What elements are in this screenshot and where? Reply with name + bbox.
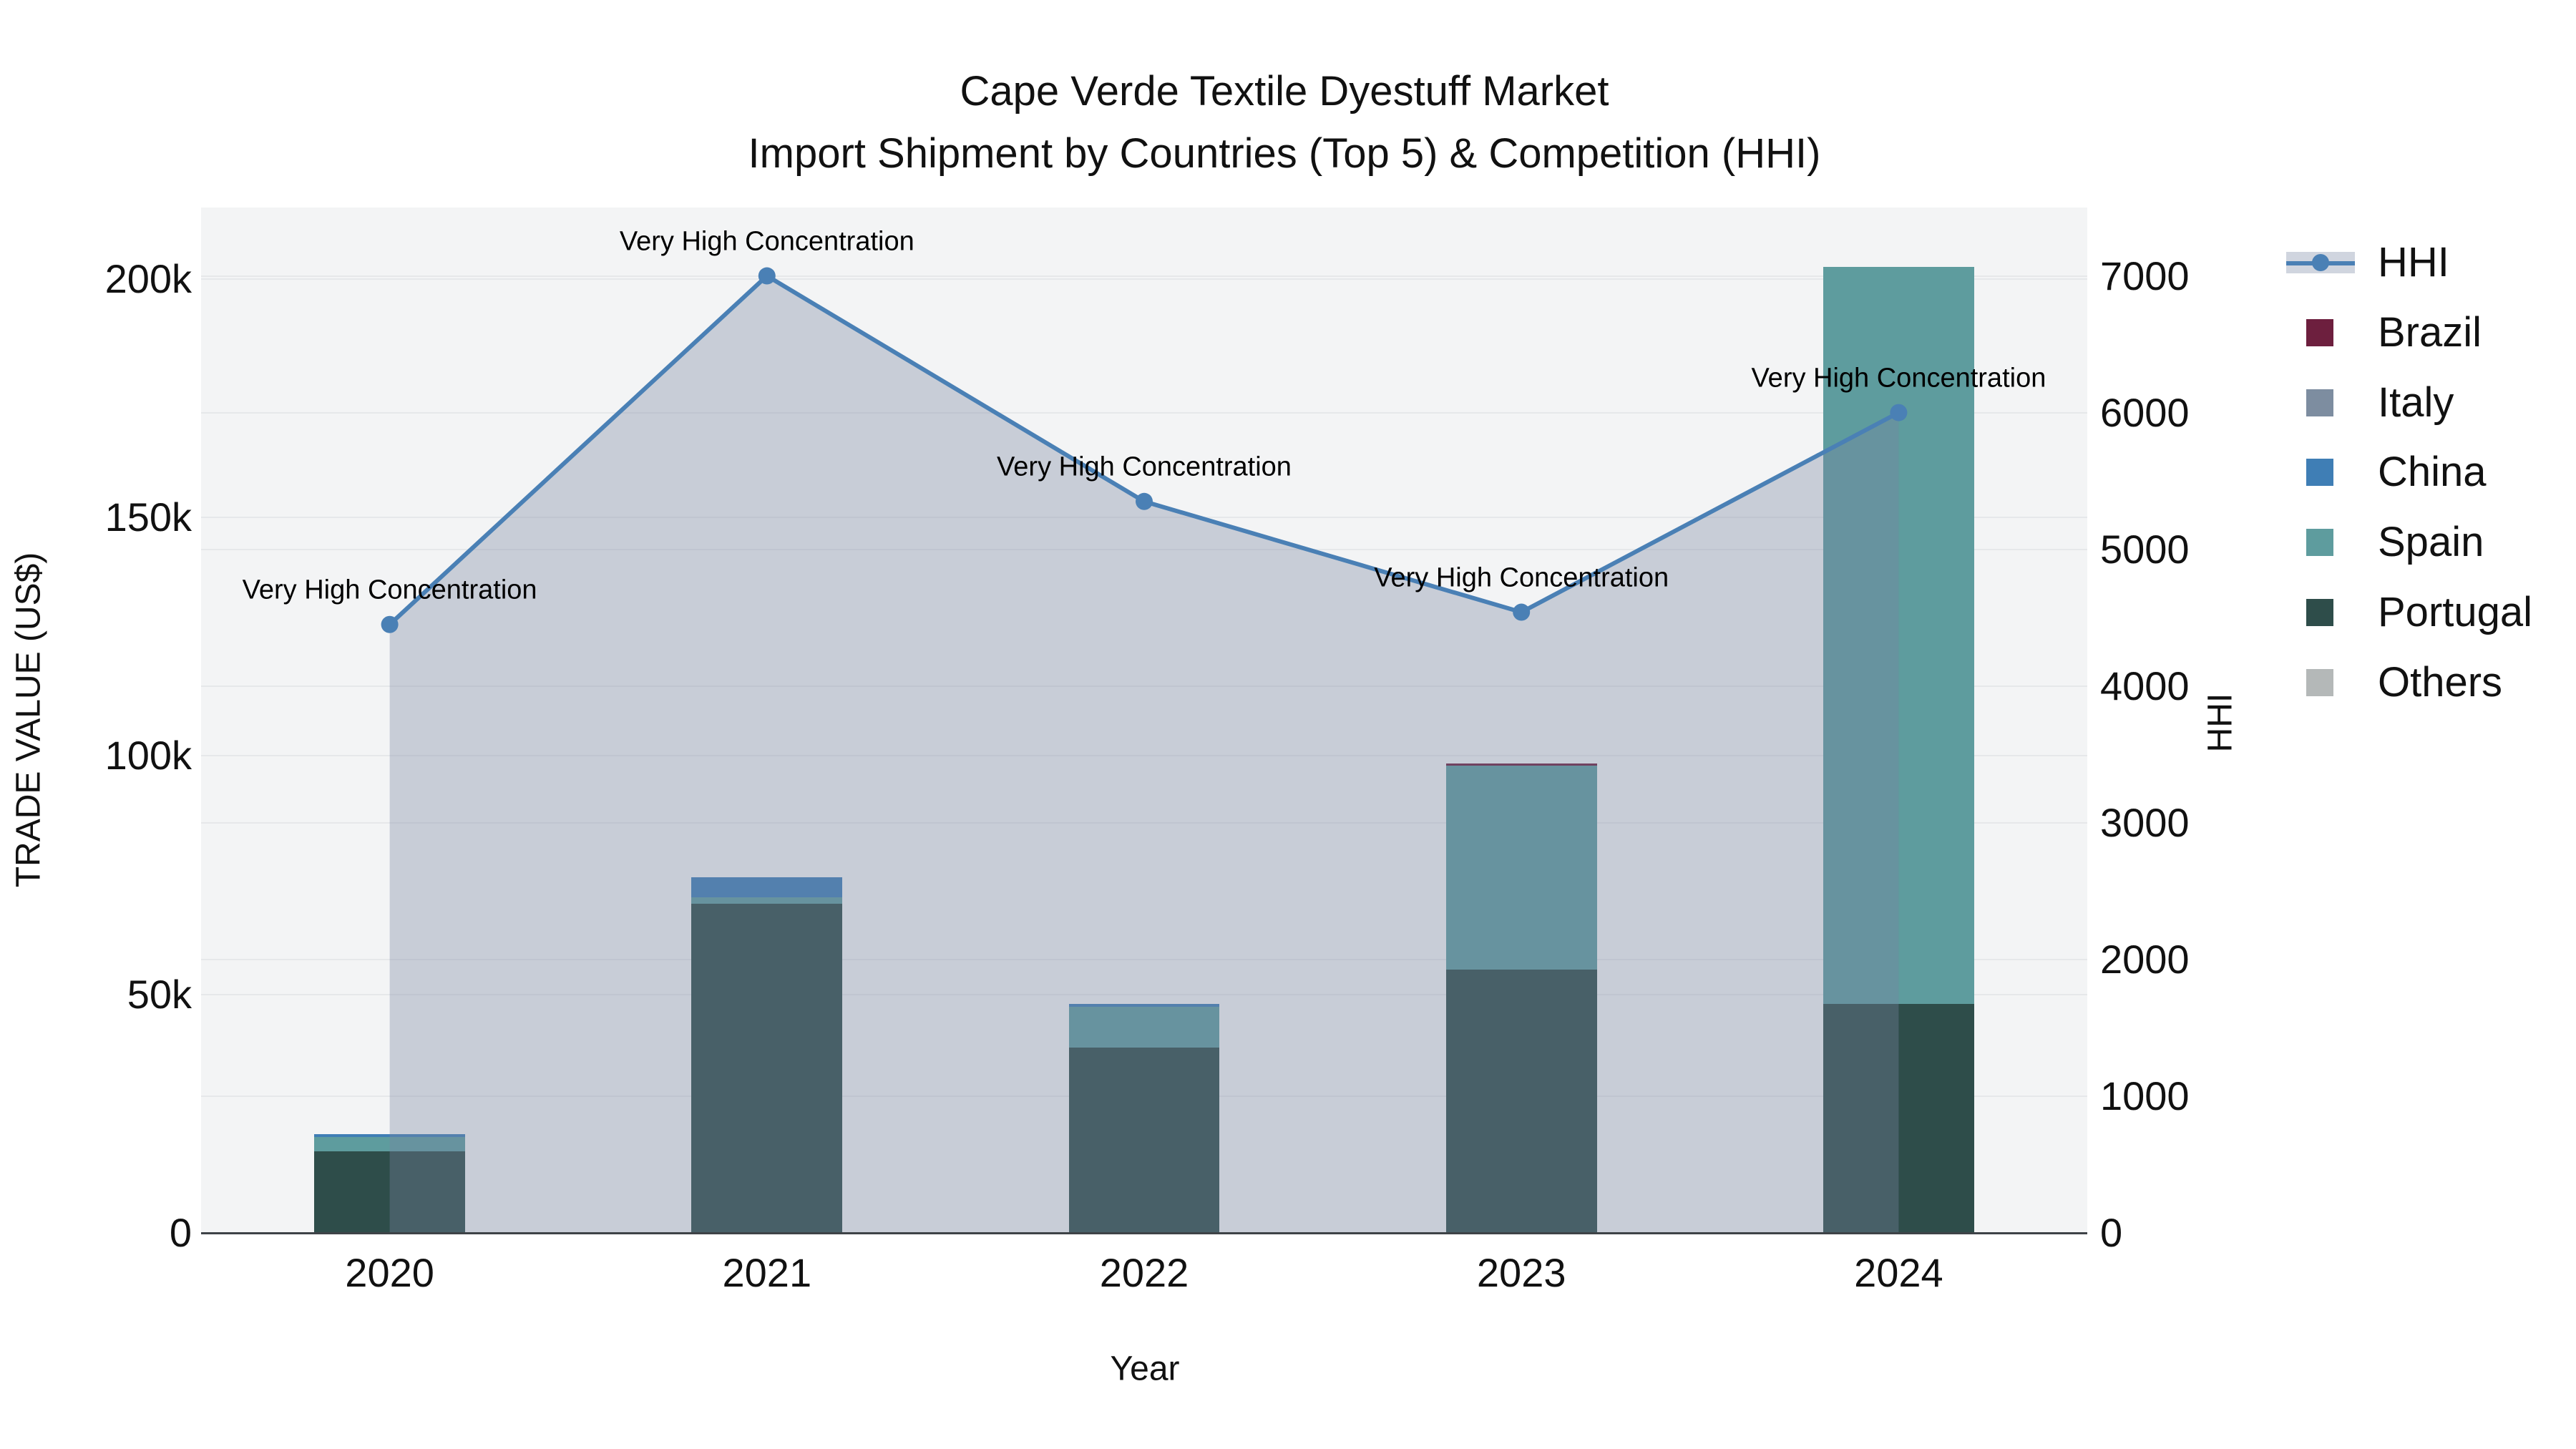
hhi-annotation-2020: Very High Concentration [242, 575, 537, 605]
y-right-tick-0: 0 [2100, 1210, 2123, 1255]
y-right-tick-2000: 2000 [2100, 936, 2190, 982]
gridline-right-6000 [201, 411, 2087, 414]
hhi-annotation-2023: Very High Concentration [1374, 562, 1669, 593]
legend-color-swatch-portugal [2306, 599, 2333, 626]
legend-item-brazil[interactable]: Brazil [2286, 311, 2482, 354]
legend-item-spain[interactable]: Spain [2286, 521, 2484, 564]
legend-swatch-box [2286, 459, 2365, 487]
legend-label-china: China [2378, 449, 2487, 496]
gridline-right-7000 [201, 275, 2087, 277]
x-tick-2022: 2022 [1099, 1250, 1189, 1295]
legend-item-china[interactable]: China [2286, 451, 2487, 494]
y-right-tick-3000: 3000 [2100, 799, 2190, 845]
y-right-tick-5000: 5000 [2100, 526, 2190, 572]
bar-2021-portugal[interactable] [691, 904, 843, 1233]
gridline-right-2000 [201, 958, 2087, 960]
legend-item-portugal[interactable]: Portugal [2286, 591, 2532, 634]
x-axis-line [201, 1232, 2087, 1234]
y-right-tick-7000: 7000 [2100, 253, 2190, 298]
hhi-marker-swatch [2312, 254, 2329, 271]
gridline-right-5000 [201, 548, 2087, 550]
legend-item-others[interactable]: Others [2286, 661, 2502, 704]
hhi-marker-2020[interactable] [381, 615, 399, 633]
legend-color-swatch-spain [2306, 529, 2333, 557]
legend-color-swatch-italy [2306, 389, 2333, 416]
y-right-tick-1000: 1000 [2100, 1073, 2190, 1118]
bar-2020-china[interactable] [314, 1134, 466, 1138]
bar-2021-spain[interactable] [691, 897, 843, 904]
legend-swatch-box [2286, 252, 2365, 273]
bar-2023-brazil[interactable] [1445, 763, 1597, 766]
legend-label-others: Others [2378, 658, 2503, 706]
bar-2021-china[interactable] [691, 877, 843, 897]
y-left-tick-150k: 150k [104, 494, 192, 540]
x-tick-2024: 2024 [1854, 1250, 1943, 1295]
bar-2022-spain[interactable] [1068, 1007, 1220, 1048]
y-left-axis-title: TRADE VALUE (US$) [9, 552, 48, 888]
bar-2022-china[interactable] [1068, 1004, 1220, 1008]
legend-item-italy[interactable]: Italy [2286, 381, 2454, 424]
y-left-tick-100k: 100k [104, 733, 192, 779]
x-tick-2021: 2021 [722, 1250, 812, 1295]
hhi-line [388, 273, 1900, 626]
hhi-marker-2022[interactable] [1136, 492, 1153, 510]
gridline-left-200k [201, 278, 2087, 280]
bar-2023-portugal[interactable] [1445, 970, 1597, 1233]
legend-item-hhi[interactable]: HHI [2286, 241, 2449, 284]
bar-2020-spain[interactable] [314, 1137, 466, 1151]
y-left-tick-0: 0 [169, 1210, 192, 1255]
bar-2023-spain[interactable] [1445, 765, 1597, 970]
gridline-left-50k [201, 993, 2087, 995]
y-right-tick-4000: 4000 [2100, 663, 2190, 708]
bar-2022-portugal[interactable] [1068, 1048, 1220, 1233]
legend-label-portugal: Portugal [2378, 589, 2533, 635]
gridline-right-4000 [201, 685, 2087, 687]
legend-swatch-box [2286, 599, 2365, 626]
hhi-annotation-2022: Very High Concentration [997, 452, 1292, 482]
x-tick-2020: 2020 [345, 1250, 434, 1295]
hhi-marker-2023[interactable] [1513, 603, 1531, 621]
legend-label-hhi: HHI [2378, 239, 2449, 286]
x-tick-2023: 2023 [1476, 1250, 1566, 1295]
bar-2020-portugal[interactable] [314, 1151, 466, 1233]
chart-title-line1: Cape Verde Textile Dyestuff Market [960, 68, 1609, 114]
gridline-left-100k [201, 755, 2087, 757]
legend-swatch-box [2286, 389, 2365, 416]
y-right-axis-title: HHI [2201, 693, 2240, 753]
legend-color-swatch-others [2306, 668, 2333, 696]
bar-2024-portugal[interactable] [1823, 1004, 1974, 1233]
legend-label-brazil: Brazil [2378, 308, 2482, 356]
hhi-annotation-2021: Very High Concentration [619, 226, 914, 257]
y-left-tick-50k: 50k [127, 971, 192, 1017]
legend-label-italy: Italy [2378, 379, 2454, 426]
chart-title-line2: Import Shipment by Countries (Top 5) & C… [748, 130, 1821, 177]
x-axis-title: Year [1110, 1350, 1180, 1388]
hhi-annotation-2024: Very High Concentration [1751, 363, 2046, 394]
gridline-right-3000 [201, 821, 2087, 824]
hhi-legend-swatch-icon [2286, 252, 2355, 273]
legend-swatch-box [2286, 529, 2365, 557]
legend-label-spain: Spain [2378, 519, 2484, 566]
legend-swatch-box [2286, 318, 2365, 346]
gridline-left-150k [201, 517, 2087, 519]
y-right-tick-6000: 6000 [2100, 389, 2190, 435]
legend-color-swatch-china [2306, 459, 2333, 487]
legend-color-swatch-brazil [2306, 318, 2333, 346]
plot-area [201, 208, 2087, 1233]
legend-swatch-box [2286, 668, 2365, 696]
y-left-tick-200k: 200k [104, 255, 192, 301]
